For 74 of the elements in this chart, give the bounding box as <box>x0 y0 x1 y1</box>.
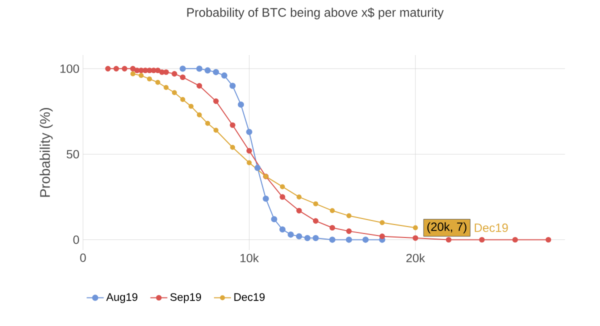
point <box>164 85 169 90</box>
point <box>362 236 369 243</box>
point <box>329 236 336 243</box>
y-tick-label: 0 <box>73 236 80 244</box>
point <box>204 67 211 74</box>
chart-title: Probability of BTC being above x$ per maturity <box>187 8 444 20</box>
point <box>130 71 136 76</box>
point <box>479 236 485 243</box>
point <box>246 128 252 136</box>
point <box>546 236 552 243</box>
point <box>196 112 202 118</box>
point <box>271 216 278 222</box>
point <box>196 82 202 89</box>
point <box>312 234 319 242</box>
legend-label: Aug19 <box>106 293 138 304</box>
point <box>180 66 186 72</box>
point <box>262 196 269 202</box>
point <box>279 226 286 233</box>
point <box>512 236 518 243</box>
x-tick-label: 0 <box>80 254 86 262</box>
point <box>412 225 418 230</box>
y-tick-label: 100 <box>60 64 80 73</box>
point <box>246 148 252 154</box>
point <box>346 228 352 234</box>
point <box>230 144 236 150</box>
point <box>172 90 177 96</box>
point <box>238 102 244 108</box>
point <box>213 98 219 104</box>
y-tick-label: 50 <box>66 150 80 158</box>
legend-label: Sep19 <box>170 293 201 304</box>
point <box>138 73 144 78</box>
point <box>346 236 352 243</box>
point <box>246 160 252 166</box>
point <box>412 235 418 241</box>
point <box>330 208 335 214</box>
point <box>446 236 452 243</box>
point <box>188 104 194 109</box>
point <box>313 201 318 206</box>
point <box>130 66 136 72</box>
point <box>155 68 161 74</box>
x-tick-label: 20k <box>406 254 426 262</box>
point <box>196 66 202 72</box>
point <box>230 82 236 89</box>
point <box>213 128 218 133</box>
point <box>304 234 310 242</box>
point <box>346 213 352 218</box>
point <box>180 74 186 80</box>
point <box>280 184 285 190</box>
point <box>221 72 228 79</box>
point <box>113 66 120 72</box>
point <box>254 164 261 171</box>
point <box>296 208 302 214</box>
point <box>212 69 220 76</box>
point <box>280 194 286 200</box>
annotation: Dec19 <box>474 224 508 232</box>
point <box>296 233 302 240</box>
point <box>330 224 336 231</box>
x-tick-label: 10k <box>240 254 259 262</box>
point <box>122 66 128 72</box>
point <box>288 232 294 238</box>
point <box>155 80 160 85</box>
point <box>146 76 152 82</box>
point <box>296 194 302 200</box>
point <box>180 96 186 102</box>
point <box>380 220 385 226</box>
point <box>105 66 111 72</box>
point <box>205 120 210 126</box>
annotation: (20k, 7) <box>427 222 466 234</box>
point <box>312 218 318 224</box>
point <box>230 122 236 128</box>
legend-label: Dec19 <box>234 293 265 301</box>
point <box>379 234 385 240</box>
y-axis-title: Probability (%) <box>40 108 53 197</box>
point <box>172 71 178 77</box>
